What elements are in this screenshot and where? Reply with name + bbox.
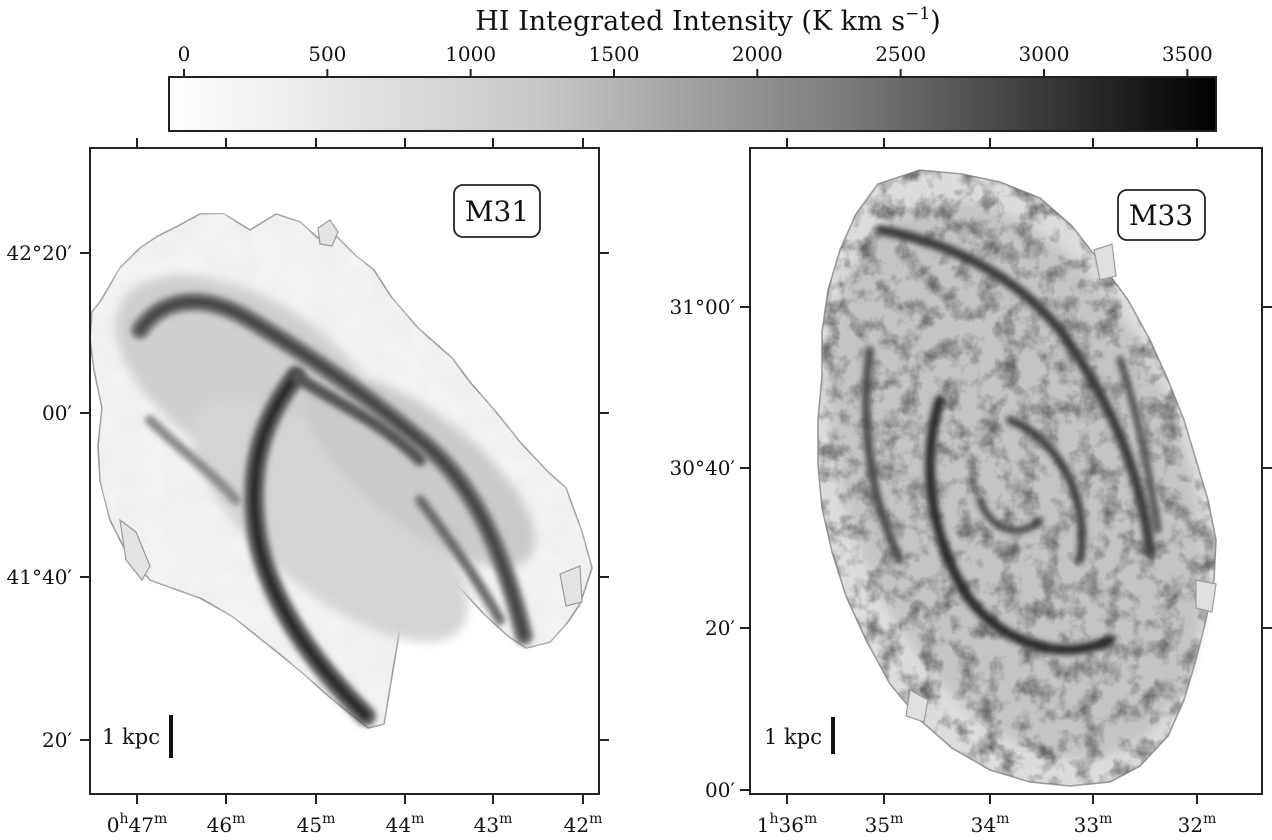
colorbar-tick-label: 3000 [1019, 42, 1070, 66]
m33-dec-label: 31°00′ [670, 295, 736, 319]
m31-ra-label: 43m [474, 811, 513, 837]
colorbar-tick-label: 1000 [445, 42, 496, 66]
m31-scalebar-label: 1 kpc [102, 725, 160, 749]
m31-ra-label: 46m [207, 811, 246, 837]
colorbar-tick-label: 0 [178, 42, 191, 66]
m33-ra-label: 34m [971, 811, 1010, 837]
m31-arms [131, 292, 533, 726]
m33-dec-labels: 31°00′ 30°40′ 20′ 00′ [670, 295, 736, 802]
m31-ra-label: 0h47m [107, 811, 168, 837]
m33-label-box: M33 [1117, 189, 1206, 241]
panel-m31: M31 1 kpc [7, 138, 609, 837]
m33-dec-label: 20′ [705, 616, 735, 640]
colorbar-tick-label: 500 [308, 42, 346, 66]
m33-ra-label: 1h36m [757, 811, 818, 837]
colorbar-title: HI Integrated Intensity (K km s−1) [475, 4, 940, 37]
colorbar-tick-label: 3500 [1162, 42, 1213, 66]
m33-scalebar-label: 1 kpc [764, 725, 822, 749]
colorbar-tick-label: 1500 [589, 42, 640, 66]
m33-dec-label: 30°40′ [670, 456, 736, 480]
m31-dec-label: 42°20′ [7, 241, 73, 265]
colorbar-tick-label: 2500 [875, 42, 926, 66]
m33-arms [862, 225, 1162, 655]
m31-ra-label: 45m [297, 811, 336, 837]
m33-clouds [905, 243, 1217, 723]
m33-ticks [740, 138, 1272, 804]
m33-ra-labels: 1h36m 35m 34m 33m 32m [757, 811, 1217, 837]
m33-ra-label: 35m [865, 811, 904, 837]
m31-dec-label: 00′ [42, 401, 72, 425]
m31-scalebar: 1 kpc [102, 715, 173, 758]
m33-image [817, 169, 1217, 787]
m31-ra-labels: 0h47m 46m 45m 44m 43m 42m [107, 811, 603, 837]
m31-clouds [119, 219, 583, 607]
m31-frame [89, 147, 600, 795]
m31-label: M31 [465, 195, 529, 228]
colorbar-ticks: 0 500 1000 1500 2000 2500 3000 3500 [178, 42, 1213, 77]
m33-ra-label: 32m [1178, 811, 1217, 837]
m33-frame [749, 147, 1263, 795]
m31-image [90, 213, 593, 729]
panel-m33: M33 1 kpc 31°00′ 30°40′ [670, 138, 1272, 837]
m31-ra-label: 44m [386, 811, 425, 837]
colorbar-tick-label: 2000 [732, 42, 783, 66]
m33-emission-texture [818, 170, 1216, 786]
colorbar: HI Integrated Intensity (K km s−1) 0 500 1… [168, 4, 1217, 132]
m33-scalebar: 1 kpc [764, 717, 835, 754]
m31-label-box: M31 [453, 184, 541, 238]
m31-ticks [80, 138, 609, 804]
m31-dec-labels: 42°20′ 00′ 41°40′ 20′ [7, 241, 73, 752]
m33-dec-label: 00′ [705, 778, 735, 802]
colorbar-bar [168, 76, 1217, 132]
m33-label: M33 [1129, 199, 1193, 232]
m31-ra-label: 42m [564, 811, 603, 837]
m31-dec-label: 41°40′ [7, 565, 73, 589]
m33-ra-label: 33m [1074, 811, 1113, 837]
m31-dec-label: 20′ [42, 728, 72, 752]
